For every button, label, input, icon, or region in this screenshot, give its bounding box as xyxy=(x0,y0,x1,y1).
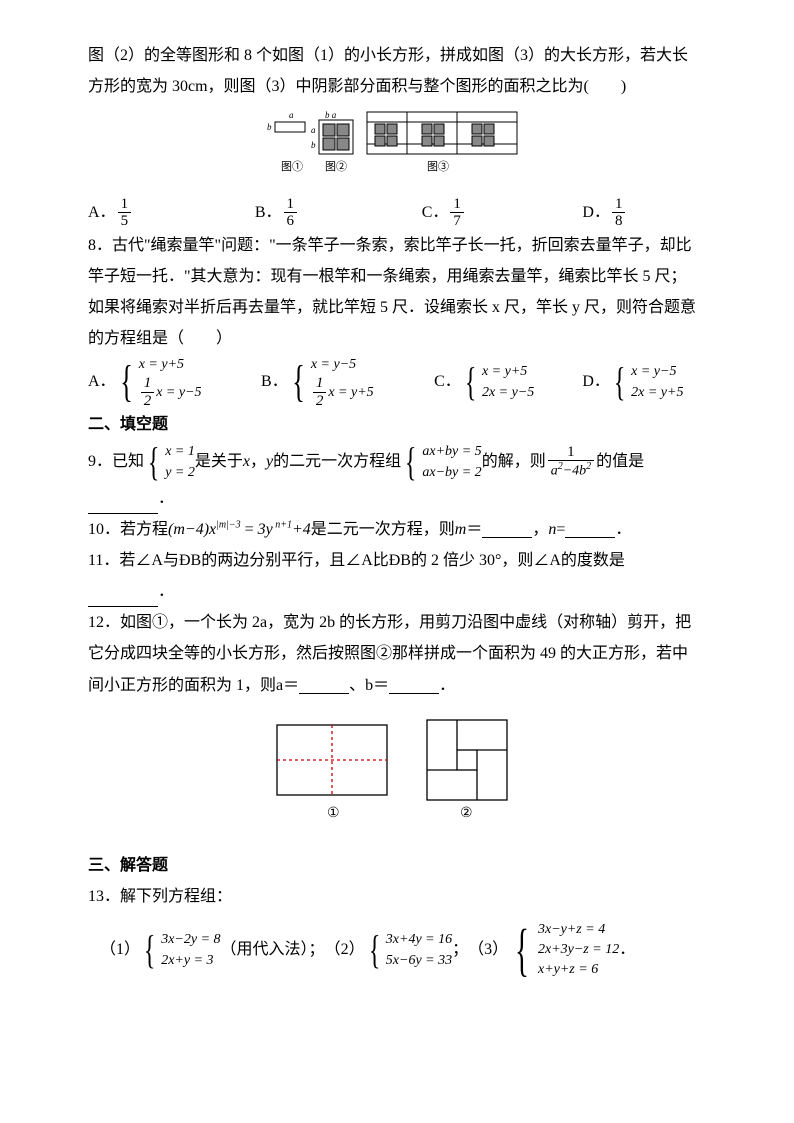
q7-options: A． 15 B． 16 C． 17 D． 18 xyxy=(88,196,706,230)
opt-label: C． xyxy=(434,366,461,397)
svg-text:图①: 图① xyxy=(281,160,303,173)
q12-blank-a xyxy=(299,677,349,694)
q10-blank-m xyxy=(482,521,532,538)
q8-line1: 8．古代"绳索量竿"问题："一条竿子一条索，索比竿子长一托，折回索去量竿子，却比 xyxy=(88,230,706,261)
opt-d-label: D． xyxy=(582,197,610,228)
q12-figure: ① ② xyxy=(88,715,706,836)
q9-blank xyxy=(88,497,158,514)
q12-blank-b xyxy=(389,677,439,694)
opt-label: B． xyxy=(261,366,288,397)
q10-blank-n xyxy=(565,521,615,538)
opt-label: D． xyxy=(582,366,610,397)
q8-options: A． { x = y+5 12x = y−5 B． { x = y−5 12x … xyxy=(88,354,706,409)
section-3-title: 三、解答题 xyxy=(88,850,706,881)
q8-line3: 如果将绳索对半折后再去量竿，就比竿短 5 尺．设绳索长 x 尺，竿长 y 尺，则… xyxy=(88,292,706,323)
q13-systems: （1） { 3x−2y = 82x+y = 3 （用代入法）； （2） { 3x… xyxy=(88,920,706,979)
svg-text:b: b xyxy=(311,140,316,150)
q13-title: 13．解下列方程组： xyxy=(88,881,706,912)
q12-line2: 它分成四块全等的小长方形，然后按照图②那样拼成一个面积为 49 的大正方形，若中 xyxy=(88,638,706,669)
q7-line1: 图（2）的全等图形和 8 个如图（1）的小长方形，拼成如图（3）的大长方形，若大… xyxy=(88,40,706,71)
opt-b-label: B． xyxy=(255,197,282,228)
q7-line2: 方形的宽为 30cm，则图（3）中阴影部分面积与整个图形的面积之比为( ) xyxy=(88,71,706,102)
opt-c-label: C． xyxy=(422,197,449,228)
q11-line1: 11．若∠A与ÐB的两边分别平行，且∠A比ÐB的 2 倍少 30°，则∠A的度数… xyxy=(88,545,706,576)
q8-line2: 竿子短一托．"其大意为：现有一根竿和一条绳索，用绳索去量竿，绳索比竿长 5 尺； xyxy=(88,261,706,292)
q9: 9．已知 { x = 1y = 2 是关于 x ，y 的二元一次方程组 { ax… xyxy=(88,441,706,483)
svg-text:图③: 图③ xyxy=(427,160,449,173)
svg-text:b a: b a xyxy=(325,110,337,120)
svg-text:②: ② xyxy=(460,806,473,821)
q11-blank xyxy=(88,590,158,607)
svg-text:图②: 图② xyxy=(325,160,347,173)
svg-text:①: ① xyxy=(327,806,340,821)
section-2-title: 二、填空题 xyxy=(88,409,706,440)
svg-text:a: a xyxy=(311,125,316,135)
svg-text:b: b xyxy=(267,122,272,132)
q8-line4: 的方程组是（ ） xyxy=(88,323,706,354)
q7-figure: a b b a a b xyxy=(88,108,706,189)
opt-a-label: A． xyxy=(88,197,116,228)
opt-label: A． xyxy=(88,366,116,397)
q12-line3: 间小正方形的面积为 1，则a＝ 、b＝ ． xyxy=(88,670,706,701)
q12-line1: 12．如图①，一个长为 2a，宽为 2b 的长方形，用剪刀沿图中虚线（对称轴）剪… xyxy=(88,607,706,638)
q10: 10．若方程 (m−4)x|m|−3 = 3y n+1+4 是二元一次方程，则m… xyxy=(88,514,706,545)
svg-text:a: a xyxy=(289,110,294,120)
